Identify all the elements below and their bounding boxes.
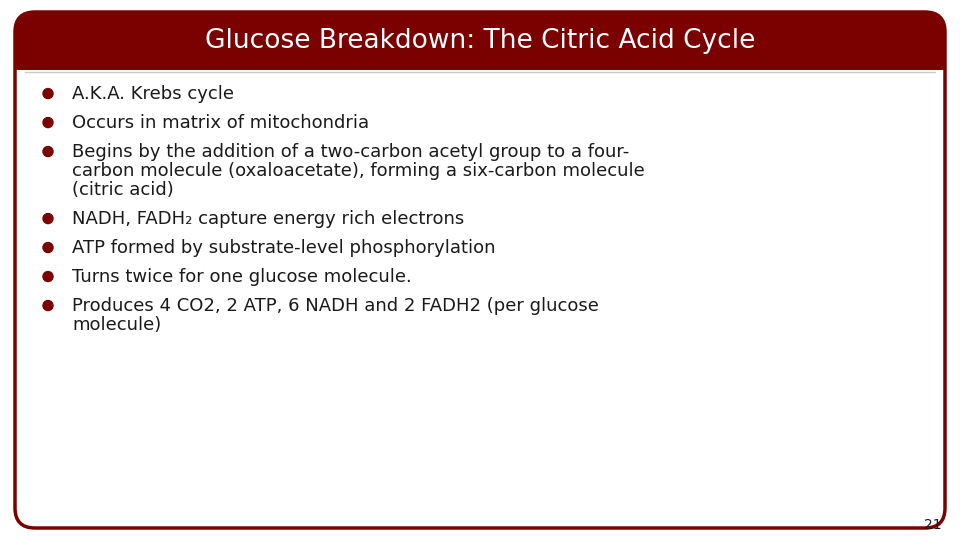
- Text: Occurs in matrix of mitochondria: Occurs in matrix of mitochondria: [72, 114, 370, 132]
- Text: (citric acid): (citric acid): [72, 181, 174, 199]
- Circle shape: [43, 242, 53, 253]
- Text: carbon molecule (oxaloacetate), forming a six-carbon molecule: carbon molecule (oxaloacetate), forming …: [72, 162, 645, 180]
- FancyBboxPatch shape: [15, 12, 945, 70]
- Circle shape: [43, 118, 53, 127]
- Circle shape: [43, 89, 53, 98]
- FancyBboxPatch shape: [15, 12, 945, 528]
- Text: Glucose Breakdown: The Citric Acid Cycle: Glucose Breakdown: The Citric Acid Cycle: [204, 28, 756, 54]
- Text: 21: 21: [924, 518, 942, 532]
- Circle shape: [43, 272, 53, 281]
- Text: ATP formed by substrate-level phosphorylation: ATP formed by substrate-level phosphoryl…: [72, 239, 495, 257]
- Text: molecule): molecule): [72, 316, 161, 334]
- Text: Turns twice for one glucose molecule.: Turns twice for one glucose molecule.: [72, 268, 412, 286]
- Text: Begins by the addition of a two-carbon acetyl group to a four-: Begins by the addition of a two-carbon a…: [72, 143, 629, 161]
- Text: A.K.A. Krebs cycle: A.K.A. Krebs cycle: [72, 85, 234, 103]
- Circle shape: [43, 213, 53, 224]
- Circle shape: [43, 301, 53, 310]
- Circle shape: [43, 146, 53, 157]
- Text: Produces 4 CO2, 2 ATP, 6 NADH and 2 FADH2 (per glucose: Produces 4 CO2, 2 ATP, 6 NADH and 2 FADH…: [72, 297, 599, 315]
- Text: NADH, FADH₂ capture energy rich electrons: NADH, FADH₂ capture energy rich electron…: [72, 210, 465, 228]
- Bar: [15, 50, 945, 70]
